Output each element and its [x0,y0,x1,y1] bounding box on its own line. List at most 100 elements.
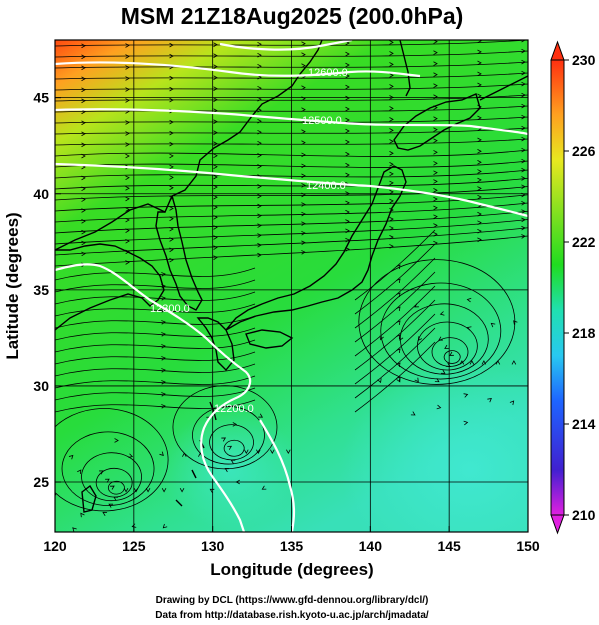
streamline-arrow [389,162,394,167]
streamline-arrow [161,487,167,493]
streamline-arrow [521,136,526,142]
streamline-arrow [301,41,306,46]
streamline-arrow [81,208,86,213]
colorbar-bar [550,59,565,516]
streamline-arrow [161,404,166,409]
streamline-arrow [257,164,262,169]
streamline-arrow [257,52,262,58]
streamline-arrow [257,85,262,91]
streamline-arrow [125,65,130,70]
streamline-arrow [169,130,174,136]
streamline-arrow [257,63,262,69]
streamline-arrow [301,221,306,226]
streamline-arrow [108,503,114,508]
streamline-arrow [125,142,130,147]
streamline-arrow [513,320,518,325]
streamline-arrow [125,249,130,255]
streamline-arrow [213,64,218,69]
streamline-arrow [301,211,306,217]
streamline-arrow [169,216,174,222]
streamline-arrow [440,369,446,374]
streamline-arrow [81,87,86,93]
streamline-arrow [161,392,166,397]
streamline-arrow [521,167,526,173]
streamline-arrow [433,196,438,202]
streamline-cyclone [380,282,502,380]
streamline-arrow [521,70,526,76]
streamline-arrow [213,97,218,102]
streamline-westerly [55,61,528,69]
streamline-arrow [301,250,306,255]
streamline-arrow [389,73,394,78]
streamline-arrow [521,114,526,120]
streamline-arrow [123,487,129,493]
coastline-sakhalin [399,40,411,97]
streamline-westerly [55,138,528,146]
streamline-arrow [114,438,119,443]
streamline-arrow [81,142,86,148]
streamline-arrow [414,377,419,383]
streamline-arrow [477,115,482,121]
map-title: MSM 21Z18Aug2025 (200.0hPa) [121,3,464,29]
streamline-arrow [389,51,394,56]
streamline-arrow [169,175,174,180]
streamline-arrow [477,220,482,225]
streamline-arrow [477,148,482,154]
streamline-arrow [521,209,526,214]
colorbar-tick-label: 222 [572,234,596,250]
streamline-arrow [169,185,174,191]
coastline-korean-peninsula [155,195,203,311]
streamline-arrow [161,356,166,361]
x-tick-label: 120 [43,538,67,554]
streamline-arrow [396,376,401,382]
contour-label-12300: 12300.0 [150,303,190,315]
streamline-arrow [433,61,438,66]
coastline-kuril [479,75,528,101]
streamline-arrow [213,225,218,230]
streamline-arrow [444,344,449,349]
streamline-arrow [389,40,394,45]
contour-label-12600: 12600.0 [308,67,348,79]
streamline-arrow [169,97,174,103]
coastline-korea-china [55,40,323,251]
streamline-midfield-east [354,299,436,371]
streamline-westerly [55,83,528,91]
streamline-arrow [487,397,492,403]
streamline-arrow [213,119,218,124]
streamline-arrow [477,71,482,77]
streamline-swirl-west [61,431,155,506]
streamline-arrow [521,147,526,153]
streamline-swirl-west [95,467,133,498]
y-tick-label: 45 [33,90,49,106]
streamline-midfield [55,375,256,389]
streamline-westerly [55,177,528,190]
streamline-arrow [433,127,438,132]
streamline-arrow [125,228,130,233]
streamline-arrow [345,117,350,123]
streamline-arrow [257,140,262,146]
streamline-cyclone [399,303,489,375]
streamline-arrow [410,411,416,416]
streamline-arrow [345,84,350,90]
streamline-arrow [521,125,526,131]
streamline-arrow [99,470,104,475]
streamline-arrow [477,228,482,234]
streamline-arrow [244,449,249,455]
streamline-midfield [55,339,256,353]
streamline-westerly [55,169,528,179]
streamline-swirl-west [108,480,125,495]
streamline-arrow [377,378,382,384]
streamline-arrow [125,186,130,191]
streamline-arrow [433,223,438,228]
streamline-arrow [81,240,86,246]
streamline-midfield-east [354,313,436,385]
streamline-arrow [477,49,482,55]
streamline-arrow [125,260,130,265]
streamline-arrow [72,527,77,532]
streamline-arrow [301,107,306,112]
streamline-arrow [213,86,218,91]
streamline-arrow [169,53,174,59]
streamline-arrow [477,40,482,44]
cool-region [340,360,528,532]
